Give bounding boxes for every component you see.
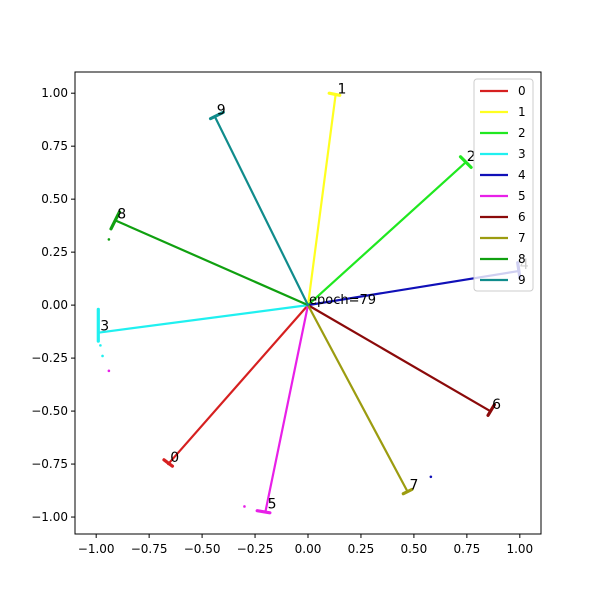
vector-tip-spread-1 <box>327 91 342 97</box>
x-tick-label: 0.75 <box>454 542 481 556</box>
legend-label-1: 1 <box>518 105 526 119</box>
series-8 <box>107 210 310 307</box>
legend-item-1: 1 <box>480 105 526 119</box>
x-tick-label: 1.00 <box>506 542 533 556</box>
vector-label-9: 9 <box>217 103 226 119</box>
series-9 <box>208 110 310 307</box>
y-tick-label: −0.50 <box>31 404 68 418</box>
scatter-point-8-0 <box>107 238 111 241</box>
vector-tip-spread-7 <box>401 487 414 496</box>
legend-item-0: 0 <box>480 84 526 98</box>
legend-item-3: 3 <box>480 147 526 161</box>
vector-line-7 <box>306 304 409 493</box>
series-2 <box>306 155 473 307</box>
y-tick-label: −0.75 <box>31 457 68 471</box>
vector-tip-spread-0 <box>162 458 175 468</box>
legend-item-9: 9 <box>480 273 526 287</box>
legend-item-4: 4 <box>480 168 526 182</box>
legend-label-5: 5 <box>518 189 526 203</box>
y-tick-label: −1.00 <box>31 510 68 524</box>
x-tick-label: −0.75 <box>131 542 168 556</box>
vector-line-3 <box>97 304 310 334</box>
vector-line-0 <box>167 304 310 466</box>
scatter-point-5-1 <box>107 369 111 373</box>
legend-items: 0 1 2 3 4 5 6 7 8 9 <box>480 84 526 287</box>
scatter-point-3-1 <box>99 344 102 347</box>
series-6 <box>306 304 496 417</box>
legend-label-8: 8 <box>518 252 526 266</box>
y-tick-label: 1.00 <box>41 86 68 100</box>
scatter-point-5-0 <box>243 505 246 508</box>
vector-label-1: 1 <box>338 81 347 97</box>
vector-tip-spread-5 <box>255 509 272 515</box>
x-tick-label: 0.25 <box>348 542 375 556</box>
vector-label-2: 2 <box>467 149 476 165</box>
series-5 <box>107 304 310 515</box>
legend: 0 1 2 3 4 5 6 7 8 9 <box>473 78 534 292</box>
x-tick-label: 0.50 <box>401 542 428 556</box>
vector-label-0: 0 <box>170 450 179 466</box>
series-7 <box>306 304 414 496</box>
vector-line-1 <box>306 94 337 307</box>
y-tick-label: 0.25 <box>41 245 68 259</box>
legend-label-3: 3 <box>518 147 526 161</box>
series-3 <box>96 304 310 358</box>
vector-label-6: 6 <box>492 397 501 413</box>
x-axis: −1.00 −0.75 −0.50 −0.25 0.00 0.25 0.50 0.75 1.00 <box>78 534 533 556</box>
scatter-point-3-0 <box>101 354 104 358</box>
legend-label-7: 7 <box>518 231 526 245</box>
legend-label-6: 6 <box>518 210 526 224</box>
legend-item-7: 7 <box>480 231 526 245</box>
legend-item-2: 2 <box>480 126 526 140</box>
vector-label-7: 7 <box>410 478 419 494</box>
epoch-annotation: epoch=79 <box>309 293 376 308</box>
legend-label-2: 2 <box>518 126 526 140</box>
vector-tip-spread-9 <box>208 110 225 121</box>
vector-tip-spread-6 <box>486 403 496 417</box>
series-layer <box>96 91 522 515</box>
vector-label-3: 3 <box>100 319 109 335</box>
series-0 <box>162 304 310 468</box>
scatter-point-4-0 <box>429 475 433 479</box>
vector-tip-spread-8 <box>109 210 122 231</box>
vector-line-2 <box>306 162 466 307</box>
legend-item-6: 6 <box>480 210 526 224</box>
legend-label-4: 4 <box>518 168 526 182</box>
legend-item-5: 5 <box>480 189 526 203</box>
y-tick-label: 0.00 <box>41 298 68 312</box>
vector-tip-spread-2 <box>458 155 473 169</box>
series-1 <box>306 91 342 307</box>
vector-label-8: 8 <box>117 206 126 222</box>
legend-label-9: 9 <box>518 273 526 287</box>
legend-label-0: 0 <box>518 84 526 98</box>
vector-line-9 <box>213 115 310 307</box>
x-tick-label: −0.25 <box>237 542 274 556</box>
vector-line-5 <box>264 304 310 512</box>
y-tick-label: −0.25 <box>31 351 68 365</box>
vector-label-5: 5 <box>268 497 277 513</box>
x-tick-label: −0.50 <box>184 542 221 556</box>
x-tick-label: −1.00 <box>78 542 115 556</box>
y-axis: 1.00 0.75 0.50 0.25 0.00 −0.25 −0.50 −0.75 −1.00 <box>31 86 75 524</box>
x-tick-label: 0.00 <box>295 542 322 556</box>
y-tick-label: 0.50 <box>41 192 68 206</box>
legend-item-8: 8 <box>480 252 526 266</box>
vector-line-6 <box>306 304 492 413</box>
vector-line-8 <box>114 219 310 307</box>
y-tick-label: 0.75 <box>41 139 68 153</box>
